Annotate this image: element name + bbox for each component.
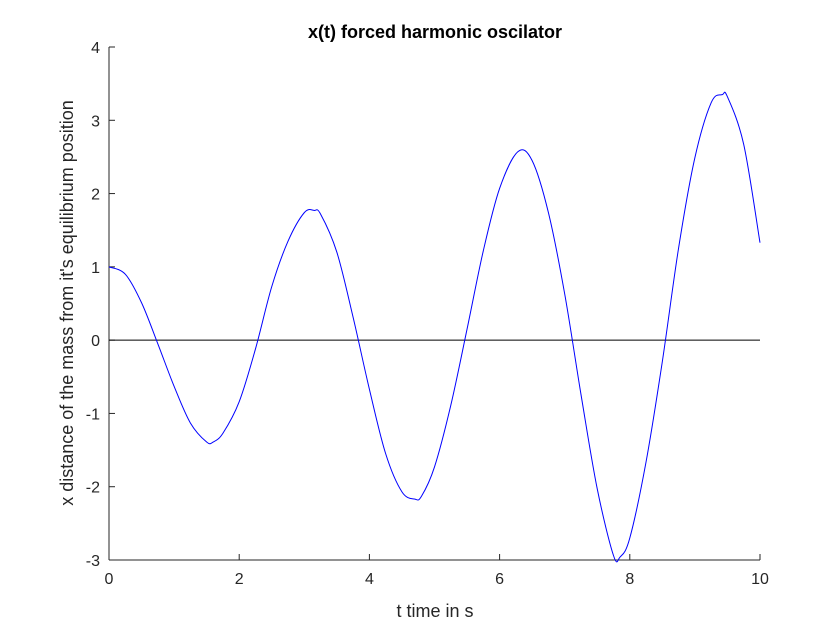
y-tick-label: 4	[91, 40, 100, 57]
x-tick-label: 6	[495, 571, 504, 588]
x-tick-label: 0	[105, 571, 114, 588]
y-tick-label: -2	[86, 480, 100, 497]
x-axis-label: t time in s	[396, 601, 473, 621]
x-tick-label: 8	[625, 571, 634, 588]
y-tick-label: -1	[86, 406, 100, 423]
chart-title: x(t) forced harmonic oscilator	[308, 22, 562, 42]
x-tick-label: 2	[235, 571, 244, 588]
y-tick-label: 0	[91, 333, 100, 350]
y-axis-label: x distance of the mass from it's equilib…	[57, 100, 77, 506]
plot-area: 0 2 4 6 8 10 -3 -2 -1 0 1 2 3 4	[86, 40, 769, 588]
x-tick-label: 10	[751, 571, 769, 588]
x-tick-label: 4	[365, 571, 374, 588]
y-tick-label: -3	[86, 553, 100, 570]
series-line-0	[108, 91, 761, 563]
y-tick-label: 2	[91, 187, 100, 204]
y-tick-label: 1	[91, 260, 100, 277]
y-tick-label: 3	[91, 113, 100, 130]
